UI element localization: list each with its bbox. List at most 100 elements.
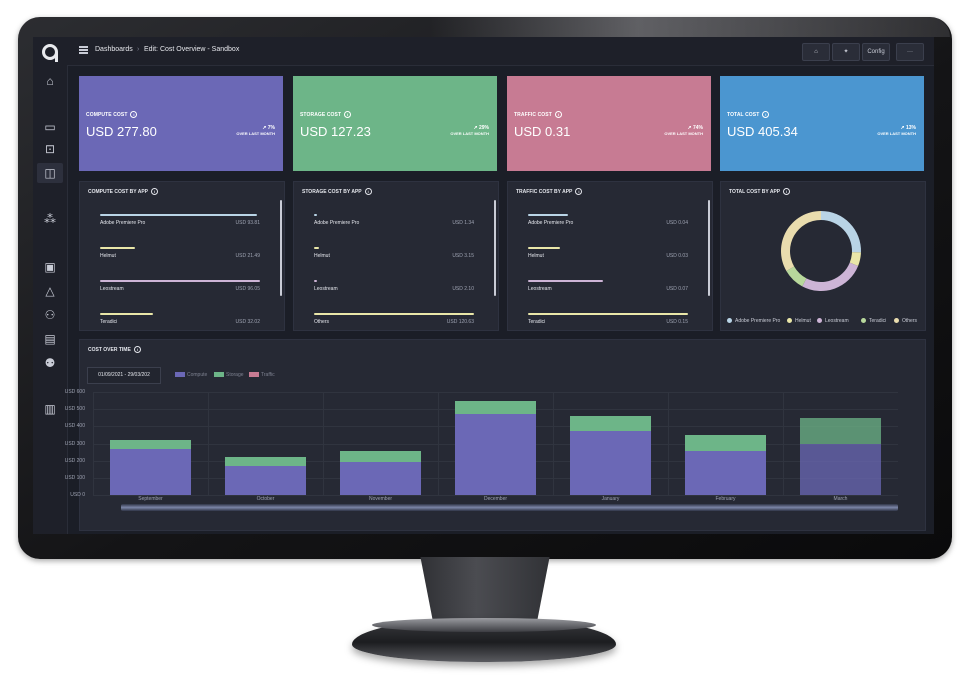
donut-slice[interactable] (821, 211, 861, 253)
traffic-cost-card[interactable]: TRAFFIC COST i USD 0.31 ↗ 74% OVER LAST M… (507, 76, 711, 171)
menu-icon[interactable] (79, 46, 88, 48)
app-name: Helmut (314, 253, 330, 259)
app-row[interactable]: Helmut USD 0.03 (528, 247, 688, 267)
info-icon[interactable]: i (554, 111, 562, 118)
info-icon[interactable]: i (762, 111, 770, 118)
monitor-stand-top (372, 618, 596, 632)
donut-slice[interactable] (849, 252, 861, 266)
bar-segment-compute[interactable] (685, 451, 766, 495)
bar-segment-storage[interactable] (455, 401, 536, 415)
app-row[interactable]: Helmut USD 21.49 (100, 247, 260, 267)
x-tick-label: September (138, 496, 163, 502)
breadcrumb-root[interactable]: Dashboards (95, 46, 133, 53)
app-value: USD 0.03 (666, 253, 688, 259)
bar-segment-storage[interactable] (570, 416, 651, 431)
app-row[interactable]: Leostream USD 2.10 (314, 280, 474, 300)
legend-dot (894, 318, 899, 324)
app-row[interactable]: Leostream USD 0.07 (528, 280, 688, 300)
info-icon[interactable]: i (344, 111, 352, 118)
donut-slice[interactable] (781, 211, 821, 271)
bar-segment-storage[interactable] (800, 417, 881, 444)
layout-icon[interactable]: ◫ (37, 163, 63, 183)
legend-label: Others (902, 318, 918, 324)
more-button[interactable]: ··· (896, 43, 924, 61)
donut-slice[interactable] (802, 262, 859, 291)
info-icon[interactable]: i (364, 188, 372, 195)
frame-icon[interactable]: ⊡ (44, 142, 56, 156)
card-delta: ↗ 7% (262, 125, 275, 131)
y-tick-label: USD 100 (64, 474, 85, 481)
y-tick-label: USD 300 (64, 440, 85, 447)
document-icon[interactable]: ▤ (44, 332, 56, 346)
pin-button[interactable]: ✦ (832, 43, 860, 61)
compute-cost-card[interactable]: COMPUTE COST i USD 277.80 ↗ 7% OVER LAST … (79, 76, 283, 171)
app-row[interactable]: Leostream USD 96.05 (100, 280, 260, 300)
bar-segment-compute[interactable] (570, 430, 651, 495)
legend-storage[interactable]: Storage (214, 372, 244, 378)
bar-segment-compute[interactable] (225, 466, 306, 495)
logo-icon[interactable] (42, 44, 58, 62)
legend-swatch (214, 372, 224, 378)
storage-cost-card[interactable]: STORAGE COST i USD 127.23 ↗ 29% OVER LAST… (293, 76, 497, 171)
date-range-picker[interactable]: 01/09/2021 - 29/03/202 (87, 367, 161, 384)
app-value: USD 120.63 (446, 319, 474, 325)
panel-title: COST OVER TIME (88, 346, 131, 353)
v-gridline (93, 392, 94, 496)
users-icon[interactable]: ⚇ (44, 308, 56, 322)
info-icon[interactable]: i (575, 188, 583, 195)
nodes-icon[interactable]: ⁂ (44, 212, 56, 226)
info-icon[interactable]: i (133, 346, 141, 353)
user-settings-icon[interactable]: ⚉ (44, 356, 56, 370)
total-cost-card[interactable]: TOTAL COST i USD 405.34 ↗ 13% OVER LAST M… (720, 76, 924, 171)
window-icon[interactable]: ▭ (44, 120, 56, 134)
scrollbar[interactable] (494, 200, 496, 296)
app-row[interactable]: Adobe Premiere Pro USD 0.04 (528, 214, 688, 234)
donut-slice[interactable] (786, 266, 807, 287)
home-icon[interactable]: ⌂ (46, 74, 54, 88)
total-by-app-panel: TOTAL COST BY APP i Adobe Premiere Pro Hel… (720, 181, 926, 331)
donut-legend-item[interactable]: Others (894, 318, 917, 324)
bar-segment-storage[interactable] (340, 451, 421, 463)
donut-legend-item[interactable]: Leostream (817, 318, 849, 324)
app-row[interactable]: Helmut USD 3.15 (314, 247, 474, 267)
app-value: USD 0.07 (666, 286, 688, 292)
legend-compute[interactable]: Compute (175, 372, 207, 378)
info-icon[interactable]: i (783, 188, 791, 195)
bar-segment-compute[interactable] (340, 462, 421, 495)
total-cost-donut[interactable] (776, 206, 866, 296)
archive-icon[interactable]: ▥ (44, 402, 56, 416)
bar-segment-compute[interactable] (455, 414, 536, 495)
bar-segment-compute[interactable] (110, 448, 191, 495)
bar-segment-storage[interactable] (225, 456, 306, 467)
v-gridline (553, 392, 554, 496)
scrollbar[interactable] (280, 200, 282, 296)
bar-segment-storage[interactable] (110, 439, 191, 449)
info-icon[interactable]: i (130, 111, 138, 118)
donut-legend-item[interactable]: Helmut (787, 318, 811, 324)
donut-legend-item[interactable]: Adobe Premiere Pro (727, 318, 780, 324)
app-value: USD 0.04 (666, 220, 688, 226)
app-row[interactable]: Adobe Premiere Pro USD 1.34 (314, 214, 474, 234)
app-value: USD 2.10 (452, 286, 474, 292)
bar-segment-storage[interactable] (685, 434, 766, 452)
app-value: USD 0.15 (666, 319, 688, 325)
donut-legend-item[interactable]: Teradici (861, 318, 886, 324)
network-icon[interactable]: △ (45, 284, 55, 298)
card-delta: ↗ 74% (687, 125, 703, 131)
info-icon[interactable]: i (151, 188, 159, 195)
x-tick-label: February (715, 496, 736, 502)
app-row[interactable]: Teradici USD 32.02 (100, 313, 260, 333)
legend-label: Leostream (825, 318, 849, 324)
bar-segment-compute[interactable] (800, 443, 881, 495)
bar-fill (314, 214, 318, 216)
scrollbar[interactable] (708, 200, 710, 296)
legend-traffic[interactable]: Traffic (249, 372, 275, 378)
app-row[interactable]: Adobe Premiere Pro USD 93.81 (100, 214, 260, 234)
range-slider[interactable] (121, 504, 898, 511)
config-button[interactable]: Config (862, 43, 890, 61)
home-button[interactable]: ⌂ (802, 43, 830, 61)
clipboard-icon[interactable]: ▣ (44, 260, 56, 274)
app-row[interactable]: Others USD 120.63 (314, 313, 474, 333)
bar-fill (100, 214, 257, 216)
app-row[interactable]: Teradici USD 0.15 (528, 313, 688, 333)
